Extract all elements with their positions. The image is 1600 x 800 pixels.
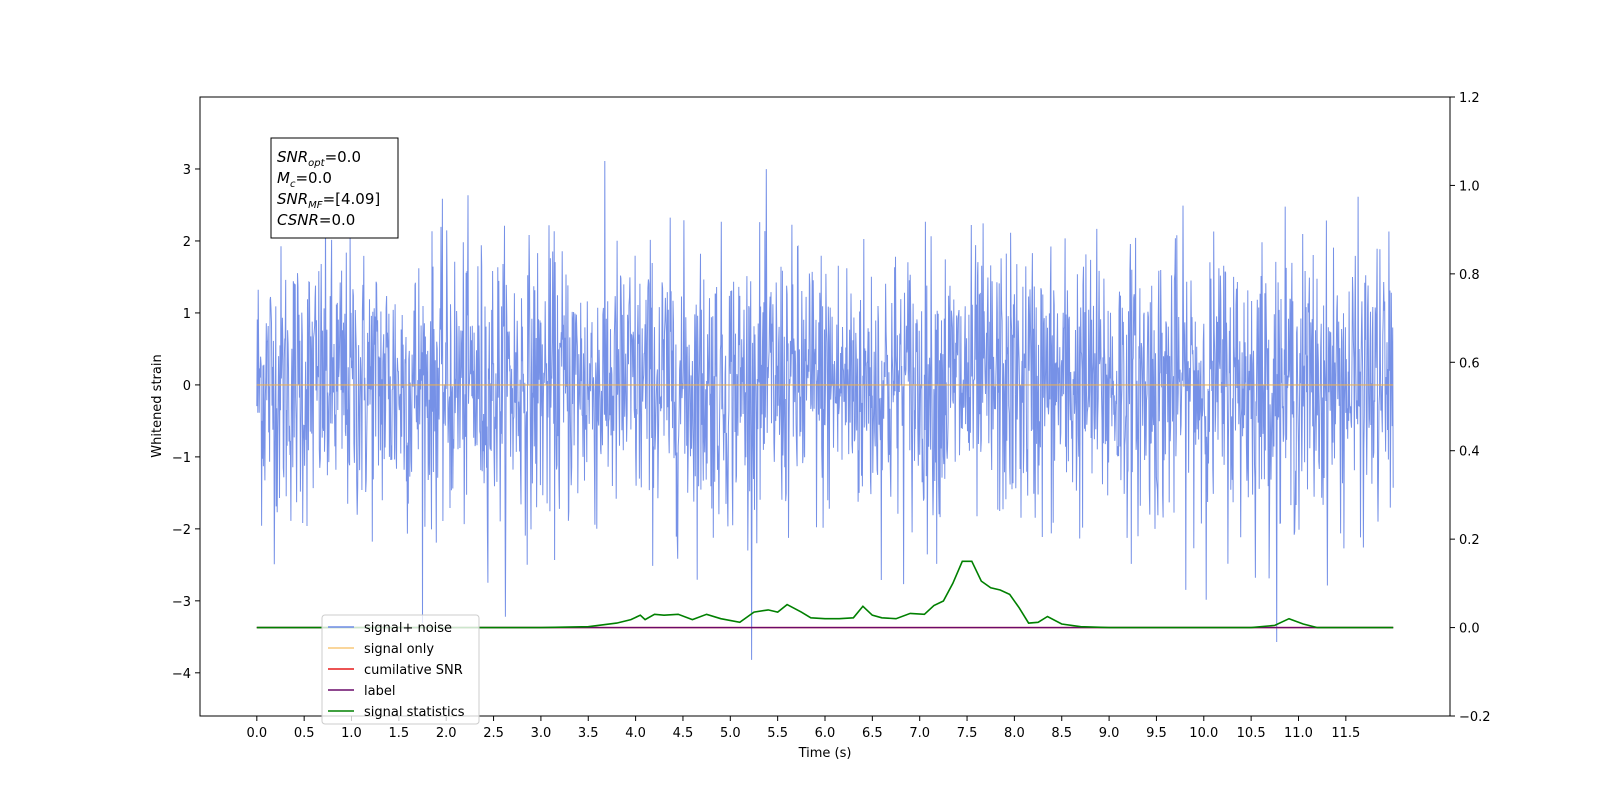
- annotation-subscript: c: [290, 179, 296, 190]
- y2-tick-label: 1.0: [1459, 179, 1480, 194]
- y2-tick-label: 0.6: [1459, 356, 1480, 371]
- x-tick-label: 8.0: [1004, 726, 1025, 741]
- x-tick-label: 2.0: [436, 726, 457, 741]
- annotation-frame: [270, 137, 399, 239]
- annotation-value: =0.0: [295, 169, 331, 187]
- y-tick-label: −2: [172, 523, 191, 538]
- x-tick-label: 0.5: [294, 726, 315, 741]
- annotation-line: SNRMF=[4.09]: [277, 190, 380, 211]
- x-axis: 0.0 0.5 1.0 1.5 2.0 2.5 3.0 3.5 4.0 4.5 5.0 5.5 6.0 6…: [246, 716, 1360, 741]
- annotation-symbol: M: [277, 169, 290, 187]
- annotation-subscript: opt: [308, 158, 325, 169]
- x-tick-label: 11.0: [1284, 726, 1313, 741]
- annotation-value: =0.0: [319, 211, 355, 229]
- annotation-line: SNRopt=0.0: [277, 148, 361, 169]
- y-tick-label: −4: [172, 667, 191, 682]
- x-tick-label: 1.0: [341, 726, 362, 741]
- x-tick-label: 6.0: [815, 726, 836, 741]
- x-tick-label: 2.5: [483, 726, 504, 741]
- x-tick-label: 10.5: [1237, 726, 1266, 741]
- x-tick-label: 10.0: [1189, 726, 1218, 741]
- series-signal-noise-line: [256, 160, 1394, 660]
- x-tick-label: 4.5: [673, 726, 694, 741]
- y-tick-label: 3: [183, 163, 191, 178]
- x-tick-label: 0.0: [246, 726, 267, 741]
- x-tick-label: 9.5: [1146, 726, 1167, 741]
- y-axis-left: 3 2 1 0 −1 −2 −3 −4: [172, 163, 200, 682]
- y2-tick-label: −0.2: [1459, 710, 1491, 725]
- annotation-value: =[4.09]: [323, 190, 381, 208]
- y-tick-label: 1: [183, 307, 191, 322]
- x-tick-label: 9.0: [1099, 726, 1120, 741]
- x-axis-label: Time (s): [798, 746, 852, 761]
- x-tick-label: 7.0: [909, 726, 930, 741]
- legend: signal+ noise signal only cumilative SNR la…: [321, 614, 480, 725]
- x-tick-label: 5.0: [720, 726, 741, 741]
- annotation-symbol: CSNR: [277, 211, 319, 229]
- annotation-line: Mc=0.0: [277, 169, 332, 190]
- annotation-line: CSNR=0.0: [277, 211, 355, 229]
- annotation-symbol: SNR: [277, 190, 308, 208]
- noise-series-layer: [256, 160, 1394, 660]
- annotation-symbol: SNR: [277, 148, 308, 166]
- y-tick-label: 0: [183, 379, 191, 394]
- y2-tick-label: 0.4: [1459, 445, 1480, 460]
- legend-label: signal only: [364, 642, 434, 657]
- legend-label: signal+ noise: [364, 621, 452, 636]
- y2-tick-label: 0.2: [1459, 533, 1480, 548]
- legend-label: signal statistics: [364, 705, 465, 720]
- x-tick-label: 3.0: [531, 726, 552, 741]
- y-axis-label: Whitened strain: [150, 354, 165, 457]
- x-tick-label: 3.5: [578, 726, 599, 741]
- series-signal-statistics-line: [256, 560, 1394, 629]
- y2-tick-label: 0.8: [1459, 268, 1480, 283]
- x-tick-label: 7.5: [957, 726, 978, 741]
- y-axis-right: −0.2 0.0 0.2 0.4 0.6 0.8 1.0 1.2: [1450, 91, 1491, 725]
- y-tick-label: −3: [172, 595, 191, 610]
- x-tick-label: 8.5: [1051, 726, 1072, 741]
- x-tick-label: 11.5: [1331, 726, 1360, 741]
- y2-tick-label: 1.2: [1459, 91, 1480, 106]
- annotation-subscript: MF: [308, 200, 323, 211]
- y2-tick-label: 0.0: [1459, 622, 1480, 637]
- x-tick-label: 6.5: [862, 726, 883, 741]
- y-tick-label: −1: [172, 451, 191, 466]
- legend-label: label: [364, 684, 395, 699]
- x-tick-label: 4.0: [625, 726, 646, 741]
- x-tick-label: 1.5: [389, 726, 410, 741]
- legend-frame: [321, 614, 480, 725]
- legend-label: cumilative SNR: [364, 663, 463, 678]
- x-tick-label: 5.5: [767, 726, 788, 741]
- annotation-value: =0.0: [325, 148, 361, 166]
- y-tick-label: 2: [183, 235, 191, 250]
